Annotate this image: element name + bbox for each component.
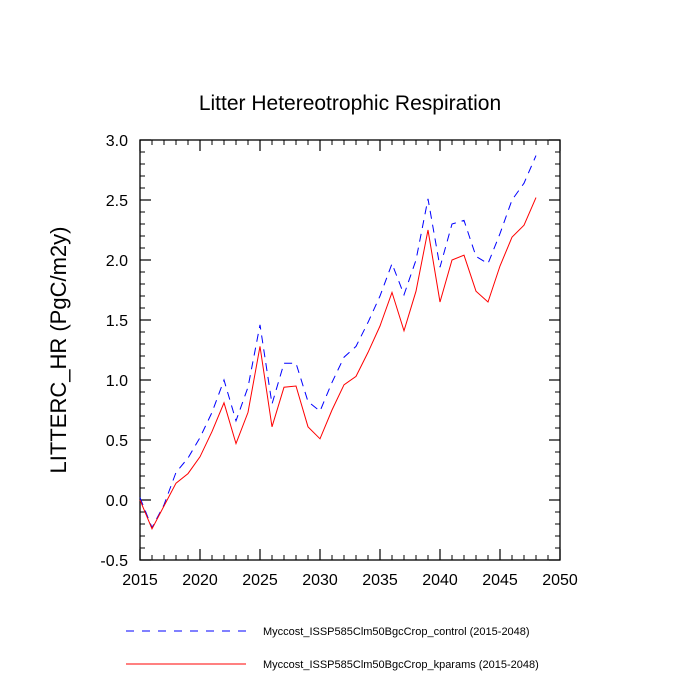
y-tick-label: 2.5 — [106, 193, 128, 210]
y-axis-label: LITTERC_HR (PgC/m2y) — [46, 227, 71, 474]
x-tick-label: 2030 — [302, 572, 338, 589]
x-tick-label: 2035 — [362, 572, 398, 589]
x-tick-label: 2025 — [242, 572, 278, 589]
y-tick-label: 0.0 — [106, 493, 128, 510]
series-line-1 — [139, 155, 537, 529]
y-tick-label: -0.5 — [100, 553, 128, 570]
plot-frame — [139, 139, 561, 561]
y-tick-label: 2.0 — [106, 253, 128, 270]
x-tick-label: 2045 — [482, 572, 518, 589]
legend-label-1: Myccost_ISSP585Clm50BgcCrop_control (201… — [263, 626, 530, 638]
y-tick-label: 0.5 — [106, 433, 128, 450]
legend: Myccost_ISSP585Clm50BgcCrop_control (201… — [126, 626, 539, 671]
legend-label-2: Myccost_ISSP585Clm50BgcCrop_kparams (201… — [263, 659, 539, 671]
x-tick-label: 2050 — [542, 572, 578, 589]
chart-title: Litter Hetereotrophic Respiration — [199, 92, 501, 115]
x-tick-label: 2015 — [122, 572, 158, 589]
series-lines — [139, 155, 537, 530]
x-tick-label: 2040 — [422, 572, 458, 589]
y-tick-label: 1.0 — [106, 373, 128, 390]
axis-ticks: 2015 2020 2025 2030 2035 2040 2045 2050 -0.5 0.0 0… — [100, 133, 577, 589]
series-line-2 — [139, 197, 537, 530]
x-tick-label: 2020 — [182, 572, 218, 589]
y-tick-label: 3.0 — [106, 133, 128, 150]
y-tick-label: 1.5 — [106, 313, 128, 330]
